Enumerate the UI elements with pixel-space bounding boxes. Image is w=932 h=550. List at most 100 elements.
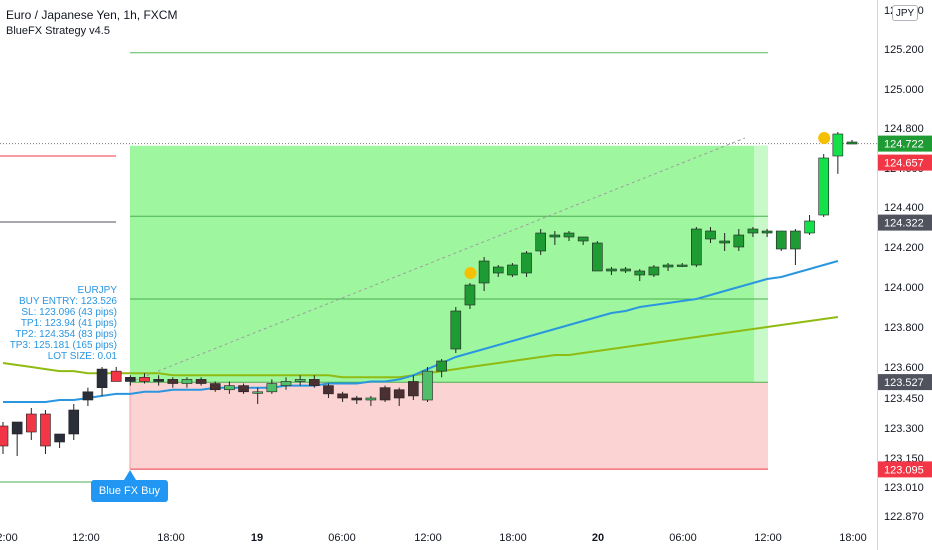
candle-body bbox=[40, 413, 51, 447]
candle-body bbox=[280, 381, 292, 386]
candle bbox=[478, 257, 490, 291]
x-axis-label: 12:00 bbox=[414, 532, 442, 544]
candle-body bbox=[620, 268, 631, 272]
candle-body bbox=[408, 381, 419, 397]
candle bbox=[252, 387, 263, 404]
candle bbox=[705, 227, 716, 243]
candle bbox=[606, 267, 617, 275]
y-axis-label: 125.000 bbox=[884, 84, 924, 96]
x-axis-label: 12:00 bbox=[0, 532, 18, 544]
price-tag: 124.657 bbox=[878, 154, 932, 171]
info-symbol: EURJPY bbox=[77, 285, 117, 296]
candle bbox=[266, 379, 278, 394]
candle-body bbox=[153, 379, 164, 382]
signal-marker bbox=[818, 132, 831, 144]
candle-body bbox=[379, 387, 391, 401]
price-tag: 123.527 bbox=[878, 374, 932, 391]
candle-body bbox=[224, 385, 235, 391]
candle-body bbox=[761, 230, 773, 234]
price-tag-label: 123.527 bbox=[884, 377, 924, 389]
candle bbox=[422, 367, 433, 402]
candle bbox=[450, 307, 462, 353]
candle bbox=[790, 229, 801, 265]
x-axis-label: 12:00 bbox=[72, 532, 100, 544]
candle-body bbox=[818, 157, 830, 216]
candle-body bbox=[422, 370, 433, 401]
candle bbox=[634, 269, 646, 281]
info-sl: SL: 123.096 (43 pips) bbox=[21, 307, 117, 318]
candle bbox=[691, 227, 702, 267]
candle bbox=[195, 377, 207, 386]
candle bbox=[464, 283, 476, 309]
candle-body bbox=[606, 268, 617, 272]
candle bbox=[719, 233, 730, 251]
candle bbox=[436, 359, 447, 378]
candle-body bbox=[181, 379, 193, 384]
candle-body bbox=[252, 391, 263, 394]
y-axis-label: 123.300 bbox=[884, 423, 924, 435]
candle bbox=[351, 395, 363, 404]
candle-body bbox=[691, 228, 702, 266]
candle-body bbox=[11, 421, 23, 435]
candle bbox=[620, 267, 631, 273]
candle-body bbox=[719, 240, 730, 244]
candle bbox=[224, 381, 235, 394]
candle-body bbox=[634, 270, 646, 276]
ma-fast-line bbox=[3, 260, 839, 403]
candle bbox=[167, 377, 179, 388]
candle bbox=[804, 215, 815, 235]
y-axis-label: 124.000 bbox=[884, 282, 924, 294]
trend-guide-line bbox=[129, 137, 746, 383]
candle bbox=[747, 227, 759, 237]
info-tp2: TP2: 124.354 (83 pips) bbox=[15, 329, 117, 340]
candle-body bbox=[209, 383, 221, 391]
candle-body bbox=[535, 232, 547, 252]
candle bbox=[337, 391, 348, 402]
candle bbox=[11, 421, 23, 456]
candle-body bbox=[464, 284, 476, 306]
candle-body bbox=[323, 385, 334, 395]
candle-body bbox=[521, 252, 532, 274]
candle-body bbox=[0, 425, 9, 447]
candle-body bbox=[591, 242, 603, 272]
x-axis-label: 18:00 bbox=[157, 532, 185, 544]
candle bbox=[775, 230, 787, 251]
candle-body bbox=[68, 409, 80, 435]
currency-button[interactable]: JPY bbox=[892, 5, 918, 21]
price-tag: 124.722 bbox=[878, 135, 932, 152]
ma-slow-line bbox=[2, 316, 839, 379]
candle-body bbox=[507, 264, 518, 276]
candle bbox=[125, 375, 136, 386]
candle-body bbox=[733, 234, 745, 248]
candle bbox=[379, 385, 391, 402]
strategy-name: BlueFX Strategy v4.5 bbox=[6, 25, 110, 37]
candle-body bbox=[54, 433, 65, 443]
y-axis-label: 122.870 bbox=[884, 511, 924, 523]
candle-body bbox=[790, 230, 801, 250]
candle bbox=[181, 377, 193, 388]
candle bbox=[408, 375, 419, 400]
candle bbox=[535, 229, 547, 255]
y-axis-label: 124.200 bbox=[884, 242, 924, 254]
candle bbox=[238, 383, 249, 394]
price-chart[interactable]: 12:00 12:00 18:00 19 06:00 12:00 18:00 20 06:00 1… bbox=[0, 0, 877, 550]
candle bbox=[591, 241, 603, 272]
price-tag-bg bbox=[878, 374, 932, 391]
candle bbox=[96, 367, 108, 396]
candle-body bbox=[747, 228, 759, 234]
price-axis[interactable]: 125.400125.200125.000124.800124.600124.4… bbox=[877, 0, 932, 550]
candle bbox=[549, 231, 561, 245]
candle-body bbox=[139, 377, 150, 382]
candle-body bbox=[96, 368, 108, 388]
x-axis-label: 06:00 bbox=[328, 532, 356, 544]
candle bbox=[68, 404, 80, 440]
candle-body bbox=[436, 360, 447, 372]
x-axis-label: 20 bbox=[592, 532, 604, 544]
candle-body bbox=[125, 377, 136, 382]
candle-body bbox=[294, 379, 306, 382]
candle bbox=[563, 231, 575, 241]
candle bbox=[365, 395, 377, 406]
y-axis-label: 124.400 bbox=[884, 202, 924, 214]
buy-signal-label[interactable]: Blue FX Buy bbox=[91, 480, 168, 502]
candle-body bbox=[832, 133, 844, 157]
